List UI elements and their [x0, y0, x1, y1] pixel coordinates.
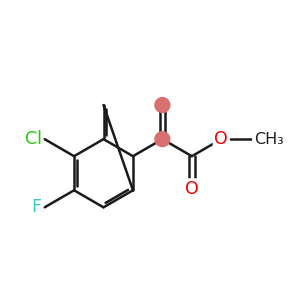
Text: Cl: Cl	[25, 130, 41, 148]
Circle shape	[155, 98, 170, 112]
Text: O: O	[214, 130, 228, 148]
Text: O: O	[185, 180, 199, 198]
Text: CH₃: CH₃	[254, 132, 284, 147]
Circle shape	[155, 132, 170, 147]
Text: F: F	[32, 198, 41, 216]
